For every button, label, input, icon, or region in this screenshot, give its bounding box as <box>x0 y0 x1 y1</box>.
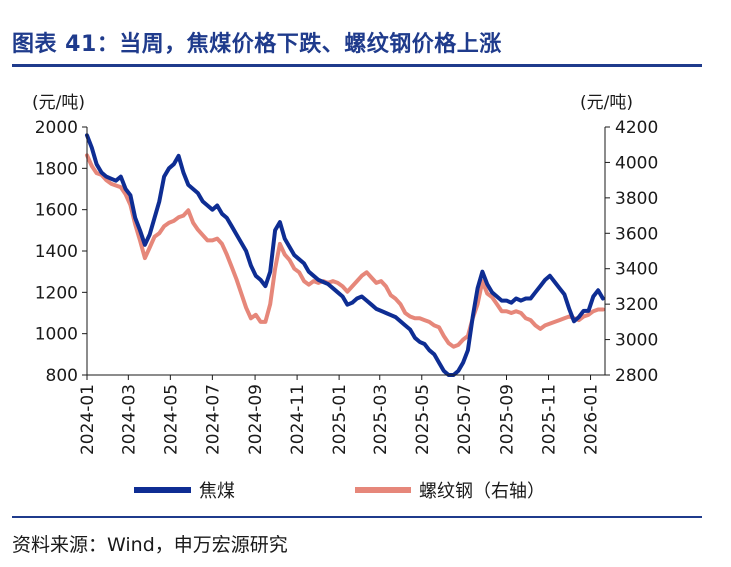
right-tick-label: 3200 <box>615 295 658 315</box>
right-axis-unit: (元/吨) <box>580 93 633 113</box>
x-tick-label: 2024-05 <box>161 384 181 455</box>
title-rule <box>12 64 702 67</box>
right-tick-label: 4000 <box>615 153 658 173</box>
legend-label-coking-coal: 焦煤 <box>199 481 235 502</box>
right-tick-label: 3000 <box>615 331 658 351</box>
left-tick-label: 1600 <box>35 201 78 221</box>
x-tick-label: 2025-03 <box>371 384 391 455</box>
left-tick-label: 1800 <box>35 159 78 179</box>
right-tick-label: 2800 <box>615 366 658 386</box>
right-tick-label: 4200 <box>615 118 658 138</box>
footer-rule <box>12 516 702 518</box>
x-tick-label: 2025-01 <box>330 384 350 455</box>
chart-title: 图表 41：当周，焦煤价格下跌、螺纹钢价格上涨 <box>12 32 502 57</box>
right-tick-label: 3400 <box>615 260 658 280</box>
x-tick-label: 2026-01 <box>582 384 602 455</box>
left-tick-label: 1400 <box>35 242 78 262</box>
legend: 焦煤 螺纹钢（右轴） <box>134 481 545 502</box>
left-tick-label: 2000 <box>35 118 78 138</box>
x-tick-label: 2025-07 <box>455 384 475 455</box>
x-tick-label: 2024-11 <box>288 384 308 455</box>
x-tick-label: 2025-05 <box>413 384 433 455</box>
x-tick-label: 2025-09 <box>497 384 517 455</box>
right-tick-label: 3800 <box>615 189 658 209</box>
left-tick-label: 1000 <box>35 325 78 345</box>
dual-axis-line-chart: (元/吨) (元/吨) 800 1000 1200 1400 1600 1800 2000 2… <box>32 93 658 502</box>
coking-coal-line <box>85 133 605 377</box>
x-tick-label: 2024-01 <box>78 384 98 455</box>
left-axis-unit: (元/吨) <box>32 93 85 113</box>
x-tick-label: 2024-07 <box>203 384 223 455</box>
rebar-line <box>85 153 605 349</box>
left-tick-label: 1200 <box>35 283 78 303</box>
x-tick-label: 2024-09 <box>246 384 266 455</box>
right-tick-label: 3600 <box>615 224 658 244</box>
x-tick-label: 2025-11 <box>540 384 560 455</box>
legend-label-rebar: 螺纹钢（右轴） <box>419 481 545 502</box>
left-tick-label: 800 <box>46 366 78 386</box>
source-note: 资料来源：Wind，申万宏源研究 <box>12 534 288 556</box>
x-tick-label: 2024-03 <box>119 384 139 455</box>
